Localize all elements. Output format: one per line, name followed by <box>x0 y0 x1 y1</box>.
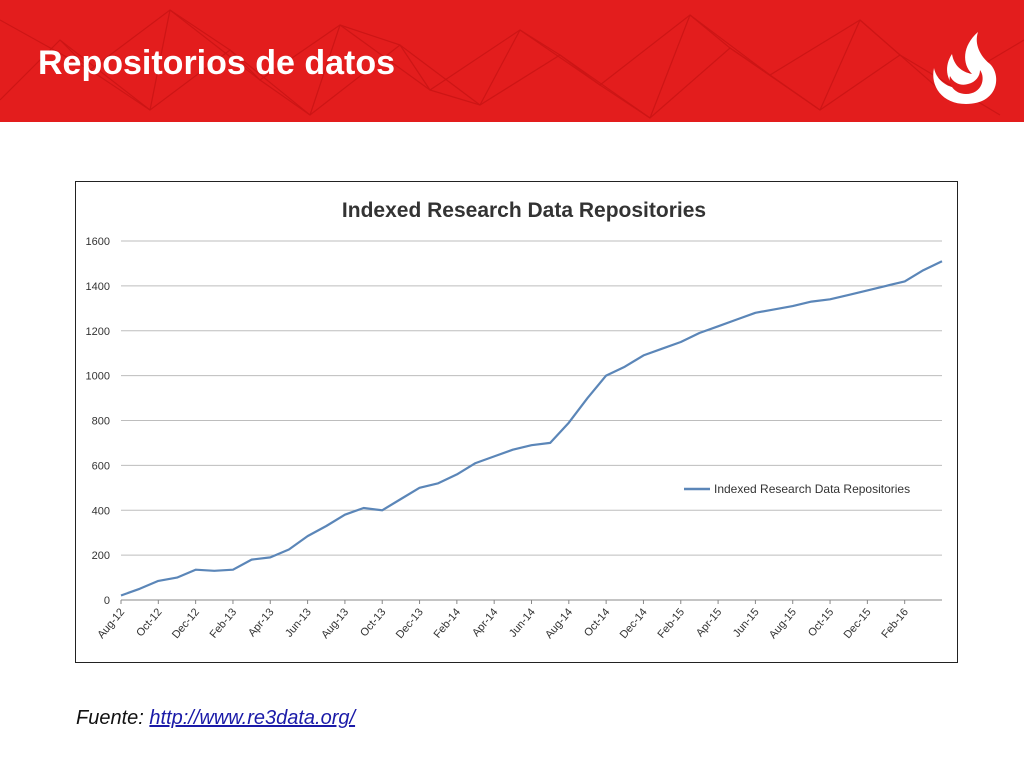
y-tick-label: 400 <box>92 505 110 517</box>
chart-legend: Indexed Research Data Repositories <box>684 482 910 496</box>
y-tick-label: 0 <box>104 595 110 607</box>
legend-label: Indexed Research Data Repositories <box>714 482 910 496</box>
y-tick-label: 200 <box>92 550 110 562</box>
x-tick-label: Oct-13 <box>358 606 388 639</box>
x-tick-label: Dec-14 <box>618 606 650 641</box>
x-tick-label: Dec-15 <box>842 606 874 641</box>
x-tick-label: Feb-13 <box>208 606 240 640</box>
x-tick-label: Dec-12 <box>170 606 202 641</box>
x-tick-label: Feb-16 <box>879 606 911 640</box>
y-tick-label: 600 <box>92 460 110 472</box>
x-tick-label: Oct-14 <box>582 606 612 639</box>
x-tick-label: Feb-15 <box>655 606 687 640</box>
x-axis-ticks: Aug-12 Oct-12 Dec-12 Feb-13 Apr-13 Jun-13 Aug-… <box>95 600 911 641</box>
x-tick-label: Aug-15 <box>767 606 799 641</box>
gridlines <box>121 240 942 601</box>
series-line <box>120 260 943 597</box>
source-citation: Fuente: http://www.re3data.org/ <box>76 707 355 730</box>
x-tick-label: Jun-13 <box>283 606 314 639</box>
x-tick-label: Dec-13 <box>394 606 426 641</box>
y-tick-label: 1000 <box>86 371 110 383</box>
x-tick-label: Aug-14 <box>543 606 575 641</box>
x-tick-label: Apr-13 <box>246 606 276 639</box>
slide-header: Repositorios de datos <box>0 0 1024 122</box>
x-tick-label: Feb-14 <box>432 606 464 640</box>
line-chart: Indexed Research Data Repositories 0 200 4… <box>86 199 943 641</box>
header-pattern <box>0 9 1024 119</box>
x-tick-label: Oct-15 <box>806 606 836 639</box>
x-tick-label: Jun-15 <box>731 606 762 639</box>
x-tick-label: Apr-15 <box>694 606 724 639</box>
source-link[interactable]: http://www.re3data.org/ <box>149 707 356 729</box>
x-tick-label: Oct-12 <box>134 606 164 639</box>
y-tick-label: 800 <box>92 416 110 428</box>
x-tick-label: Jun-14 <box>507 606 538 639</box>
slide-title: Repositorios de datos <box>38 44 396 82</box>
upc-flame-logo-icon <box>933 32 997 104</box>
x-tick-label: Aug-12 <box>95 606 127 641</box>
chart-frame: Indexed Research Data Repositories 0 200 4… <box>75 181 958 663</box>
x-tick-label: Apr-14 <box>470 606 500 639</box>
chart-title: Indexed Research Data Repositories <box>342 199 706 222</box>
y-tick-label: 1200 <box>86 326 110 338</box>
series-layer <box>120 260 943 597</box>
y-tick-label: 1400 <box>86 281 110 293</box>
y-tick-label: 1600 <box>86 236 110 248</box>
source-label: Fuente: <box>76 707 150 729</box>
y-axis-ticks: 0 200 400 600 800 1000 1200 1400 1600 <box>86 236 110 607</box>
x-tick-label: Aug-13 <box>319 606 351 641</box>
